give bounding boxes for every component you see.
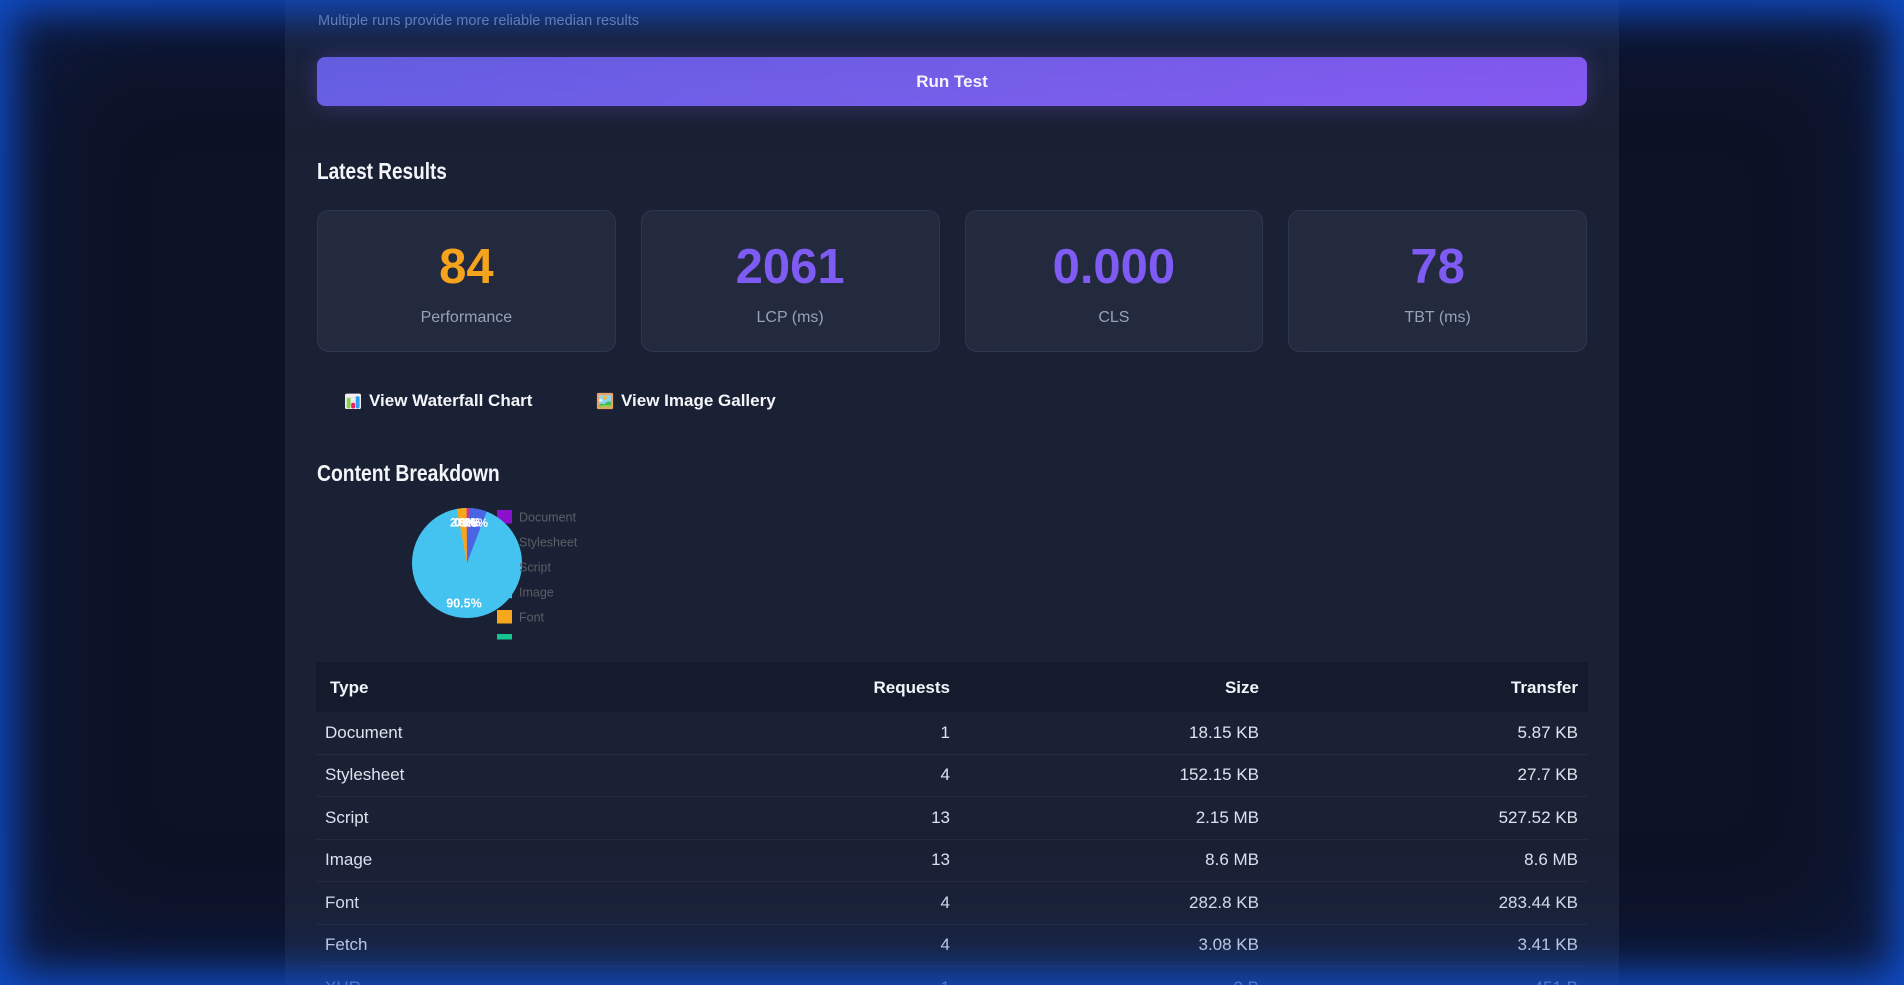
svg-text:Image: Image (519, 586, 554, 600)
svg-text:0%: 0% (459, 517, 476, 529)
svg-text:Document: Document (519, 511, 576, 525)
svg-text:5.5%: 5.5% (462, 518, 488, 530)
svg-text:Script: Script (519, 561, 551, 575)
svg-text:Font: Font (519, 611, 545, 625)
svg-text:90.5%: 90.5% (446, 597, 481, 611)
svg-text:0.3%: 0.3% (454, 517, 480, 529)
svg-text:2.9%: 2.9% (450, 517, 476, 529)
svg-text:Stylesheet: Stylesheet (519, 536, 578, 550)
svg-text:0%: 0% (459, 517, 476, 529)
svg-text:0.1%: 0.1% (454, 517, 480, 529)
